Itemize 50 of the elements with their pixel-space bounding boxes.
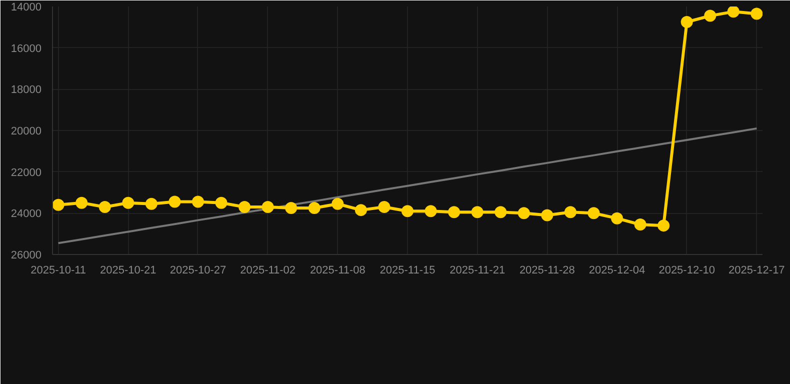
y-tick-label: 20000 <box>10 126 42 138</box>
line-series <box>57 127 758 244</box>
point <box>378 200 390 213</box>
point <box>168 196 181 208</box>
point <box>704 10 716 22</box>
point <box>354 204 367 216</box>
point <box>192 196 204 208</box>
point <box>588 207 600 220</box>
point <box>262 200 274 213</box>
point <box>750 8 762 20</box>
x-tick-label: 2025-11-28 <box>519 264 575 276</box>
x-tick-label: 2025-12-17 <box>728 264 785 276</box>
point <box>238 200 251 213</box>
point <box>634 218 646 231</box>
y-tick-label: 24000 <box>10 208 42 220</box>
y-tick-label: 26000 <box>10 250 42 262</box>
y-tick-label: 16000 <box>10 42 42 55</box>
x-tick-label: 2025-10-21 <box>100 264 156 276</box>
point <box>76 196 88 209</box>
point <box>541 209 554 222</box>
y-tick-label: 22000 <box>10 166 42 179</box>
point <box>122 196 134 209</box>
point <box>448 206 460 218</box>
y-tick-label: 14000 <box>10 2 42 14</box>
point <box>680 16 693 28</box>
point <box>52 198 64 211</box>
y-tick-label: 18000 <box>10 84 42 96</box>
x-tick-label: 2025-11-15 <box>380 264 436 276</box>
point <box>611 212 624 224</box>
point <box>308 202 320 214</box>
x-tick-label: 2025-11-02 <box>240 264 296 276</box>
point <box>145 198 158 210</box>
point <box>98 200 111 213</box>
x-tick-label: 2025-12-04 <box>588 264 646 276</box>
point <box>471 206 484 218</box>
x-tick-label: 2025-11-08 <box>310 264 366 276</box>
x-tick-label: 2025-11-21 <box>450 264 506 276</box>
point <box>402 205 414 218</box>
x-tick-label: 2025-10-27 <box>170 264 226 276</box>
point <box>518 207 530 220</box>
point <box>424 205 437 218</box>
point <box>285 202 298 214</box>
point <box>494 206 507 218</box>
point <box>727 6 740 18</box>
point <box>215 196 228 209</box>
x-tick-label: 2025-12-10 <box>658 264 715 276</box>
point <box>658 220 670 232</box>
x-tick-label: 2025-10-11 <box>30 264 86 276</box>
point <box>332 198 344 210</box>
point <box>564 206 576 218</box>
